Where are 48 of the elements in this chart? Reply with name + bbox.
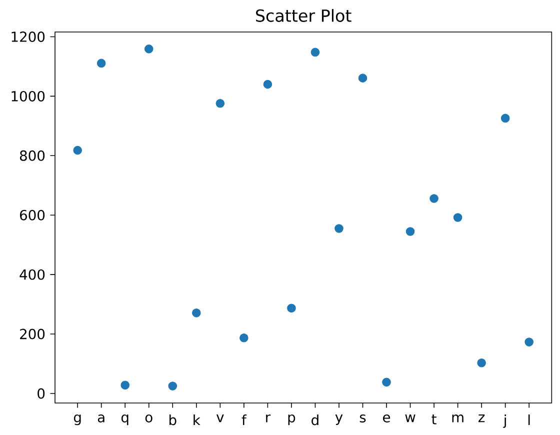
x-tick-label: z <box>478 414 485 422</box>
x-tick-label: s <box>360 414 366 422</box>
y-tick-label: 200 <box>20 328 45 340</box>
point <box>120 380 130 390</box>
point <box>168 382 178 390</box>
y-tick-label: 1200 <box>12 32 45 42</box>
point <box>192 308 201 318</box>
x-tick-label: m <box>452 414 464 422</box>
point <box>500 114 510 123</box>
point <box>216 98 225 108</box>
x-tick-label: g <box>74 414 81 426</box>
x-tick-label: b <box>169 414 176 426</box>
point <box>240 333 248 342</box>
point <box>334 224 344 233</box>
x-tick-label: k <box>194 414 200 426</box>
point <box>73 146 82 155</box>
point <box>96 58 106 68</box>
x-tick-label: l <box>528 414 530 426</box>
point <box>430 194 438 203</box>
x-tick-label: q <box>121 414 128 426</box>
chart-title: Scatter Plot <box>256 9 352 22</box>
y-tick-label: 1000 <box>12 90 45 102</box>
x-tick-label: y <box>335 414 343 425</box>
point <box>263 80 272 89</box>
x-tick-label: f <box>242 414 247 426</box>
point <box>453 213 462 222</box>
point <box>406 227 415 236</box>
y-tick-label: 400 <box>20 269 45 280</box>
point <box>144 44 154 54</box>
point <box>358 74 368 82</box>
x-tick-label: j <box>503 414 506 428</box>
y-tick-label: 600 <box>20 210 45 220</box>
x-tick-label: t <box>432 414 436 424</box>
x-tick-label: o <box>145 414 152 422</box>
x-tick-label: p <box>288 414 296 426</box>
y-tick-label: 800 <box>20 150 45 161</box>
x-tick-label: r <box>266 414 271 422</box>
point <box>382 378 391 387</box>
y-tick-label: 0 <box>38 388 45 399</box>
point <box>477 358 486 368</box>
point <box>287 304 296 313</box>
x-tick-label: e <box>383 414 390 422</box>
x-tick-label: a <box>98 414 104 422</box>
point <box>524 338 534 346</box>
x-tick-label: v <box>216 414 224 422</box>
point <box>310 48 320 57</box>
x-tick-label: w <box>405 414 416 422</box>
x-tick-label: d <box>312 414 318 426</box>
